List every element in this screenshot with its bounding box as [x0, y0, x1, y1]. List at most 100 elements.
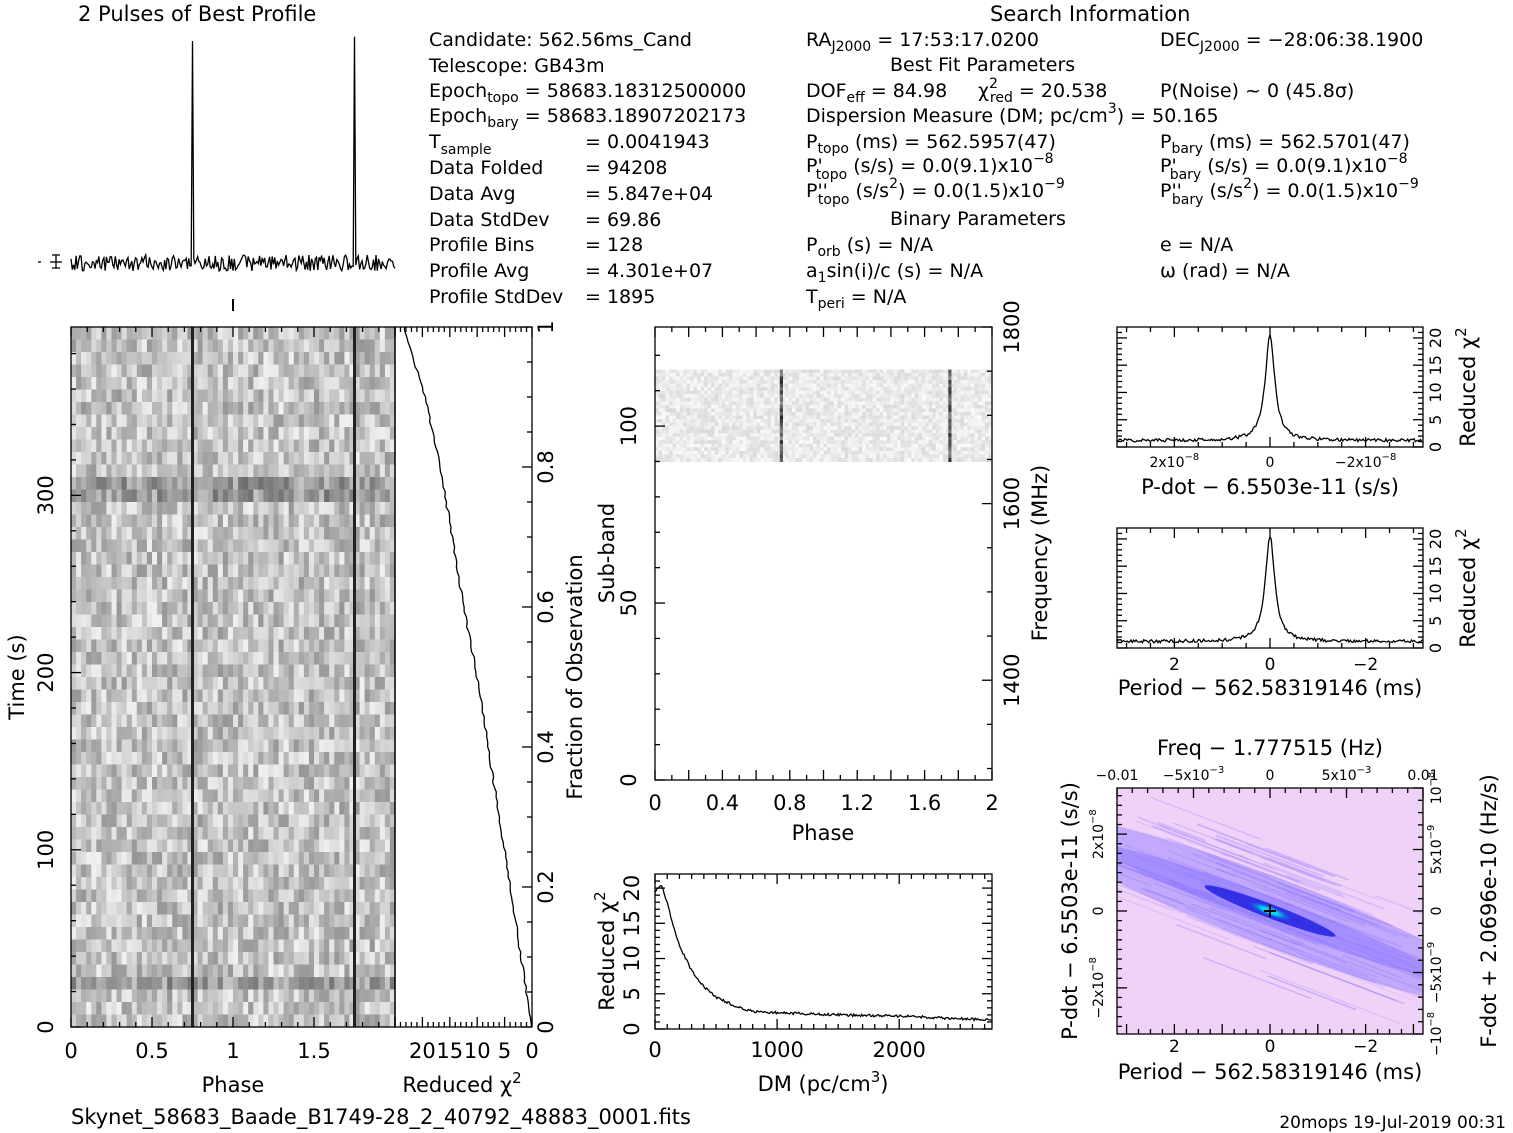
time-phase-xtick-label: 0.5 — [135, 1039, 168, 1063]
ppdot-top-tick-label: 5x10−3 — [1322, 765, 1372, 784]
search-pnoise: P(Noise) ~ 0 (45.8σ) — [1160, 80, 1354, 102]
subband-greyscale — [655, 369, 993, 462]
info-data-stddev: Data StdDev — [429, 209, 550, 231]
chi-dm-xtick-label: 0 — [648, 1038, 661, 1062]
ppdot-plot: 2 0 −2 −0.01 −5x10−3 0 5x10−3 0.01 −2x10−8 0 2x10−… — [1058, 736, 1501, 1084]
search-pddot-topo: P''topo (s/s2) = 0.0(1.5)x10−9 — [806, 176, 1065, 208]
time-phase-greyscale — [71, 327, 396, 1028]
time-phase-xtick-label: 0 — [64, 1039, 77, 1063]
subband-pulse-cell — [948, 450, 952, 455]
chi-time-ytick-label: 0.8 — [534, 450, 558, 483]
subband-xlabel: Phase — [792, 821, 855, 845]
subband-pulse-cell — [948, 408, 952, 413]
subband-pulse-cell — [779, 387, 783, 392]
time-phase-xtick-label: 1 — [226, 1039, 239, 1063]
chi-time-ytick-label: 0 — [534, 1020, 558, 1033]
subband-pulse-cell — [779, 404, 783, 409]
profile-plot — [38, 36, 396, 311]
search-dm: Dispersion Measure (DM; pc/cm3) = 50.165 — [806, 101, 1219, 127]
chi-dm-ytick-label: 15 — [620, 910, 644, 937]
chi-dm-xtick-label: 1000 — [750, 1038, 803, 1062]
info-data-avg-value: = 5.847e+04 — [585, 183, 713, 205]
subband-freq-tick-label: 1600 — [1000, 477, 1024, 530]
time-phase-xlabel: Phase — [202, 1073, 265, 1097]
subband-pulse-cell — [948, 404, 952, 409]
info-tsample: Tsample — [428, 131, 492, 158]
subband-pulse-cell — [948, 454, 952, 459]
time-phase-ytick-label: 100 — [34, 830, 58, 870]
chi-pdot-curve — [1116, 334, 1423, 444]
search-ptopo: Ptopo (ms) = 562.5957(47) — [806, 131, 1056, 157]
subband-pulse-cell — [779, 443, 783, 448]
chi-period-curve — [1116, 534, 1424, 644]
chi-xtick-label: −2 — [1353, 655, 1378, 675]
chi-ytick-label: 20 — [1426, 529, 1445, 549]
subband-pulse-cell — [948, 390, 952, 395]
time-phase-pulse-track — [191, 327, 194, 1027]
chi-ytick-label: 0 — [1426, 643, 1445, 653]
subband-xtick-label: 0.4 — [706, 791, 739, 815]
ppdot-top-tick-label: −5x10−3 — [1163, 765, 1225, 784]
subband-pulse-cell — [948, 429, 952, 434]
subband-pulse-cell — [948, 369, 952, 374]
ppdot-xtick-label: 0 — [1265, 1037, 1276, 1057]
chi-period-xlabel: Period − 562.58319146 (ms) — [1118, 676, 1423, 700]
chi-time-ytick-label: 0.4 — [534, 730, 558, 763]
chi-time-curve — [403, 326, 533, 1028]
search-binary-heading: Binary Parameters — [890, 208, 1066, 230]
subband-pulse-cell — [948, 380, 952, 385]
ppdot-top-tick-label: 0 — [1266, 768, 1275, 784]
ppdot-ylabel-right: F-dot + 2.0696e-10 (Hz/s) — [1477, 774, 1501, 1048]
search-dof: DOFeff = 84.98 — [806, 80, 947, 106]
ppdot-ytick-label: 2x10−8 — [1088, 809, 1107, 859]
subband-pulse-cell — [948, 419, 952, 424]
time-phase-plot: 0 0.5 1 1.5 0 100 200 300 Phase Time (s) — [5, 326, 396, 1097]
subband-pulse-cell — [779, 440, 783, 445]
time-phase-pulse-track — [353, 327, 356, 1027]
chi-ytick-label: 15 — [1426, 556, 1445, 576]
search-ra: RAJ2000 = 17:53:17.0200 — [806, 29, 1039, 55]
chi-pdot-ylabel: Reduced χ2 — [1452, 327, 1480, 446]
chi-dm-xlabel: DM (pc/cm3) — [758, 1068, 889, 1096]
ppdot-ytick-right-label: 10−8 — [1426, 772, 1445, 805]
search-best-fit-heading: Best Fit Parameters — [890, 54, 1075, 76]
subband-pulse-cell — [779, 426, 783, 431]
info-epoch-bary: Epochbary = 58683.18907202173 — [429, 105, 746, 131]
ppdot-top-tick-label: −0.01 — [1096, 768, 1139, 784]
ppdot-title: Freq − 1.777515 (Hz) — [1157, 736, 1383, 760]
ppdot-xtick-label: 2 — [1169, 1037, 1180, 1057]
chi-dm-ytick-label: 10 — [620, 945, 644, 972]
chi-dm-ticks: 0 1000 2000 0 5 10 15 20 — [620, 874, 992, 1062]
search-pbary: Pbary (ms) = 562.5701(47) — [1160, 131, 1410, 157]
chi-dm-xtick-label: 2000 — [872, 1038, 925, 1062]
chi-ytick-label: 5 — [1426, 415, 1445, 425]
info-candidate: Candidate: 562.56ms_Cand — [429, 29, 692, 51]
profile-errorbar — [38, 254, 62, 269]
subband-pulse-cell — [779, 401, 783, 406]
time-phase-xtick-label: 1.5 — [297, 1039, 330, 1063]
subband-pulse-cell — [779, 433, 783, 438]
chi-xtick-label: −2x10−8 — [1335, 452, 1397, 471]
candidate-info: Candidate: 562.56ms_Cand Telescope: GB43… — [428, 29, 746, 308]
search-omega: ω (rad) = N/A — [1160, 260, 1290, 282]
subband-pulse-cell — [779, 411, 783, 416]
subband-xtick-label: 0.8 — [773, 791, 806, 815]
chi-dm-ytick-label: 0 — [620, 1022, 644, 1035]
subband-ytick-label: 50 — [617, 590, 641, 617]
subband-pulse-cell — [948, 457, 952, 462]
chi-xtick-label: 2 — [1169, 655, 1180, 675]
chi-dm-curve — [654, 885, 993, 1022]
subband-pulse-cell — [779, 390, 783, 395]
search-tperi: Tperi = N/A — [805, 286, 906, 312]
chi-period-ylabel: Reduced χ2 — [1452, 528, 1480, 647]
ppdot-xtick-label: −2 — [1353, 1037, 1378, 1057]
info-profile-bins-value: = 128 — [585, 234, 643, 256]
subband-pulse-cell — [779, 397, 783, 402]
profile-line — [70, 36, 396, 273]
subband-ylabel: Sub-band — [595, 503, 619, 603]
ppdot-ytick-right-label: 5x10−9 — [1426, 825, 1445, 875]
chi-ytick-label: 20 — [1426, 328, 1445, 348]
info-epoch-topo: Epochtopo = 58683.18312500000 — [429, 80, 746, 106]
